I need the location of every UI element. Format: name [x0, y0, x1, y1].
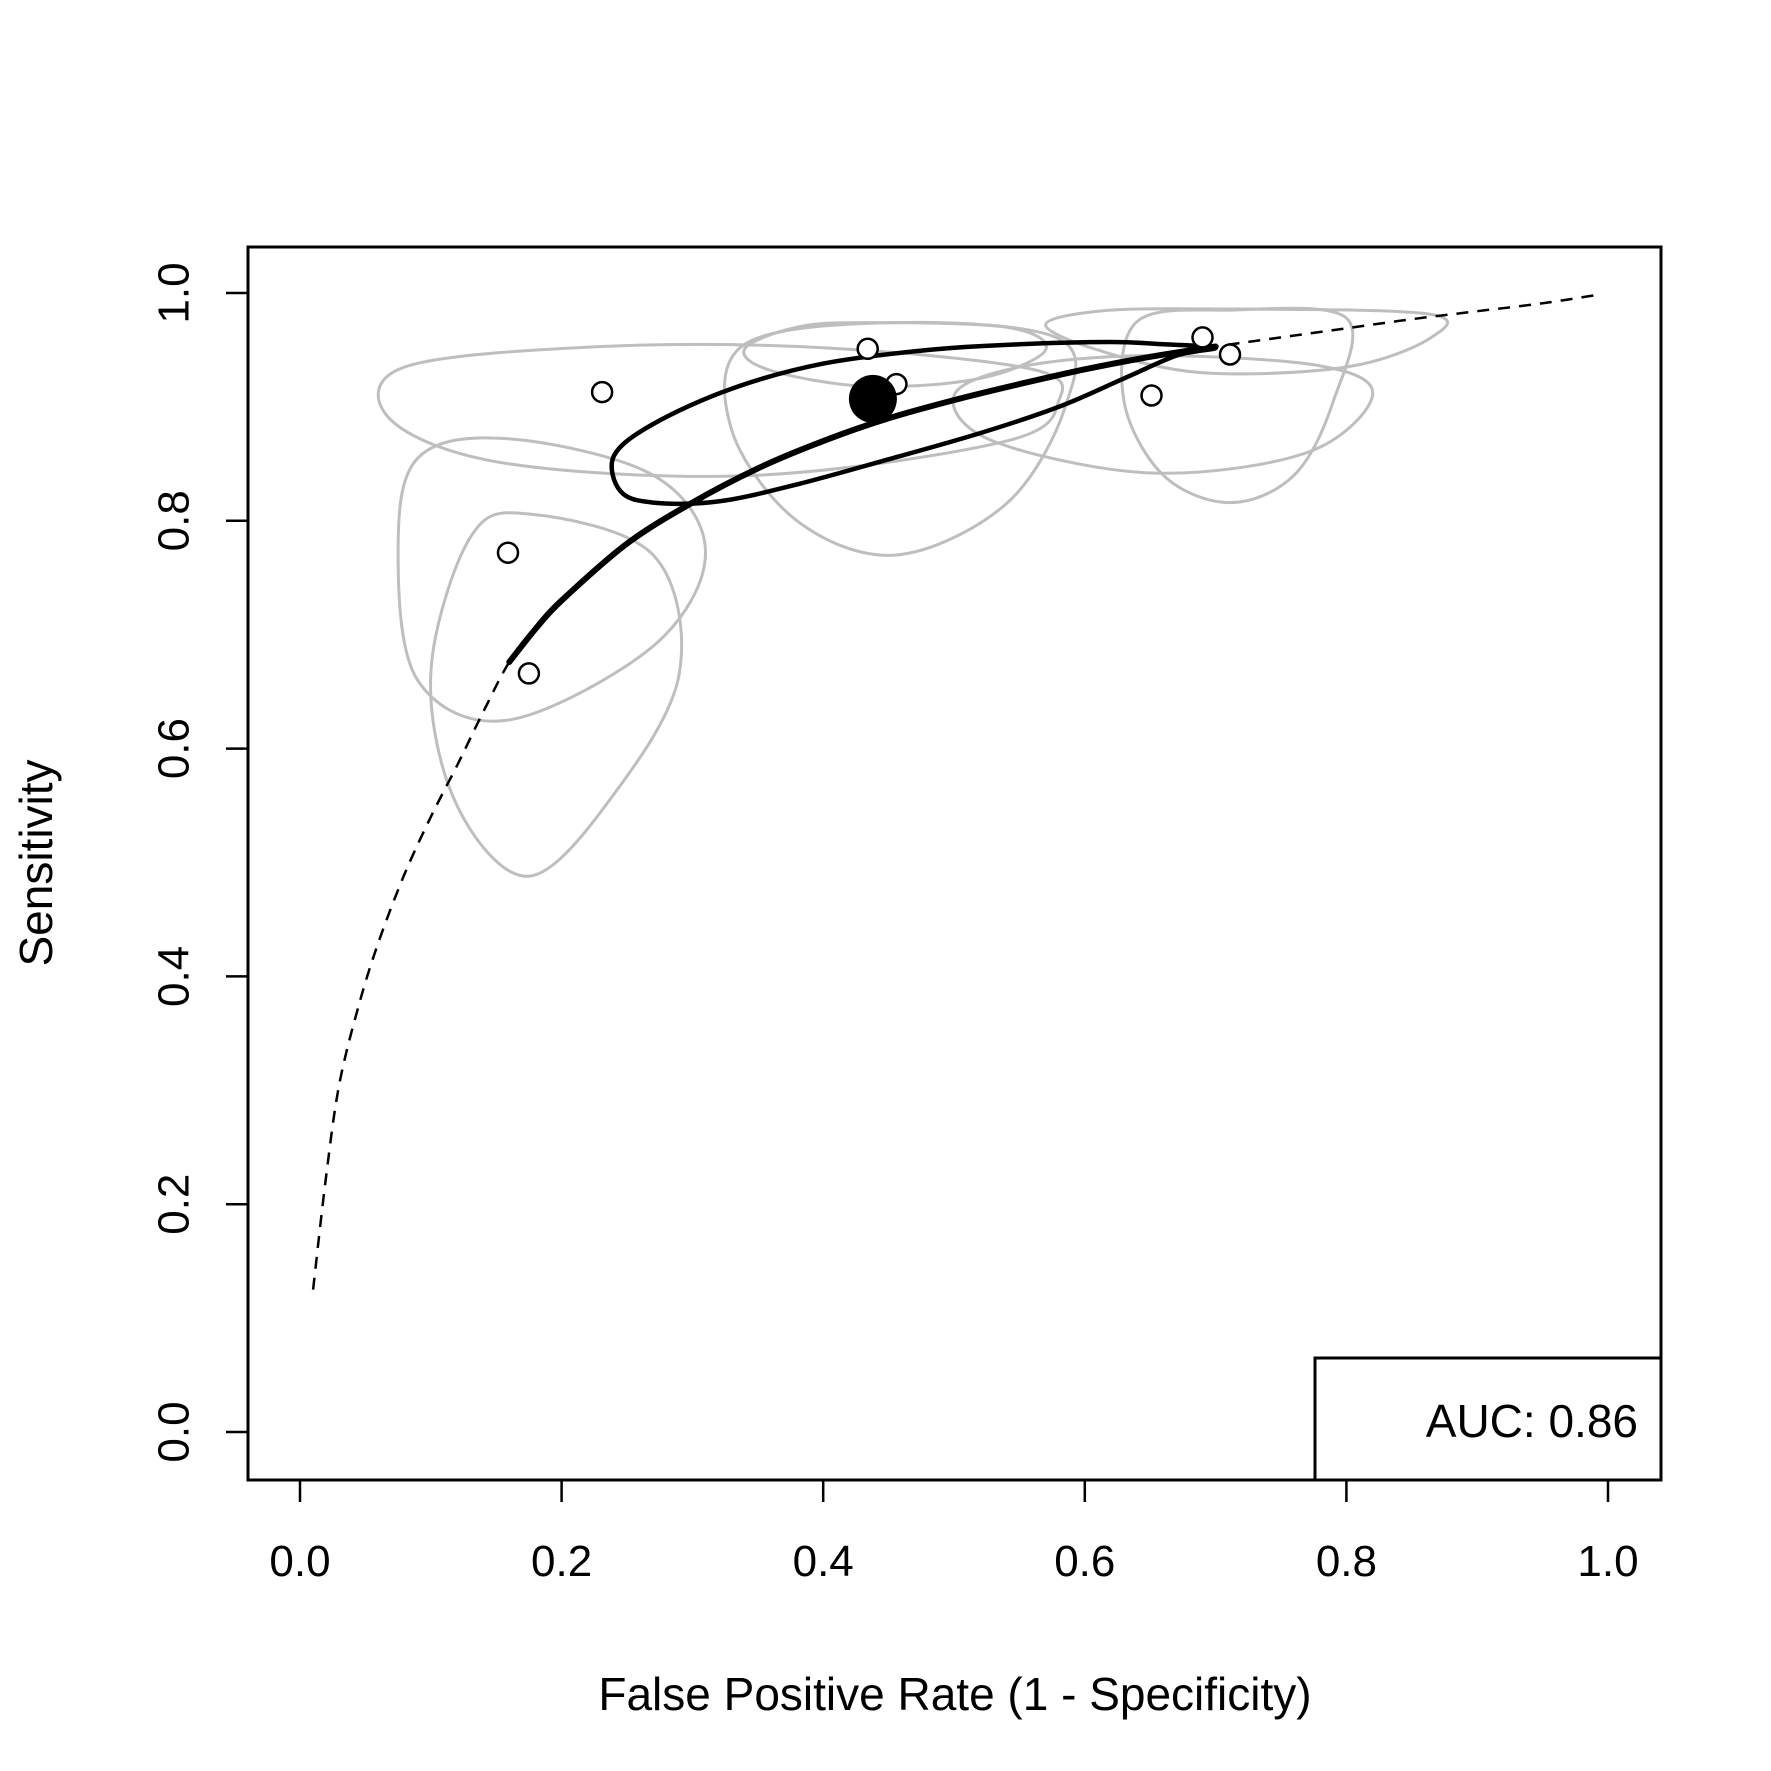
- x-tick-label-1: 0.2: [531, 1537, 592, 1586]
- legend-frame: [1313, 1356, 1663, 1482]
- study-ellipse-4: [722, 320, 1078, 557]
- y-axis-title: Sensitivity: [10, 759, 62, 966]
- y-tick-label-3: 0.6: [150, 718, 199, 779]
- study-point-4: [856, 337, 879, 361]
- y-tick-label-5: 1.0: [150, 262, 199, 323]
- study-point-2: [517, 662, 541, 685]
- x-tick-label-2: 0.4: [793, 1537, 854, 1586]
- x-tick-label-4: 0.8: [1316, 1537, 1377, 1586]
- study-ellipse-6: [951, 354, 1375, 475]
- x-tick-label-3: 0.6: [1054, 1537, 1115, 1586]
- x-tick-label-5: 1.0: [1577, 1537, 1638, 1586]
- summary-point: [848, 374, 897, 423]
- legend-box: AUC: 0.86: [1313, 1356, 1663, 1482]
- study-points: [496, 326, 1242, 685]
- y-axis: 0.0 0.2 0.4 0.6 0.8 1.0: [150, 262, 250, 1463]
- sroc-curve: [311, 294, 1596, 1290]
- y-tick-label-1: 0.2: [150, 1174, 199, 1235]
- study-ellipse-3: [429, 511, 684, 878]
- study-point-6: [1140, 384, 1163, 407]
- study-point-8: [1218, 343, 1242, 366]
- study-point-7: [1191, 326, 1214, 349]
- y-tick-label-2: 0.4: [150, 946, 199, 1007]
- x-axis-title: False Positive Rate (1 - Specificity): [598, 1668, 1311, 1720]
- x-tick-label-0: 0.0: [269, 1537, 330, 1586]
- summary-point-group: [848, 374, 897, 423]
- summary-confidence-region: [609, 339, 1218, 507]
- study-ellipse-7: [1044, 307, 1450, 376]
- study-ellipse-2: [396, 436, 708, 723]
- confidence-region-outline: [609, 339, 1218, 507]
- y-tick-label-4: 0.8: [150, 490, 199, 551]
- legend-auc-text: AUC: 0.86: [1426, 1395, 1638, 1447]
- y-tick-label-0: 0.0: [150, 1401, 199, 1462]
- study-point-3: [590, 380, 614, 404]
- study-point-1: [496, 541, 520, 564]
- sroc-curve-observed: [506, 343, 1219, 665]
